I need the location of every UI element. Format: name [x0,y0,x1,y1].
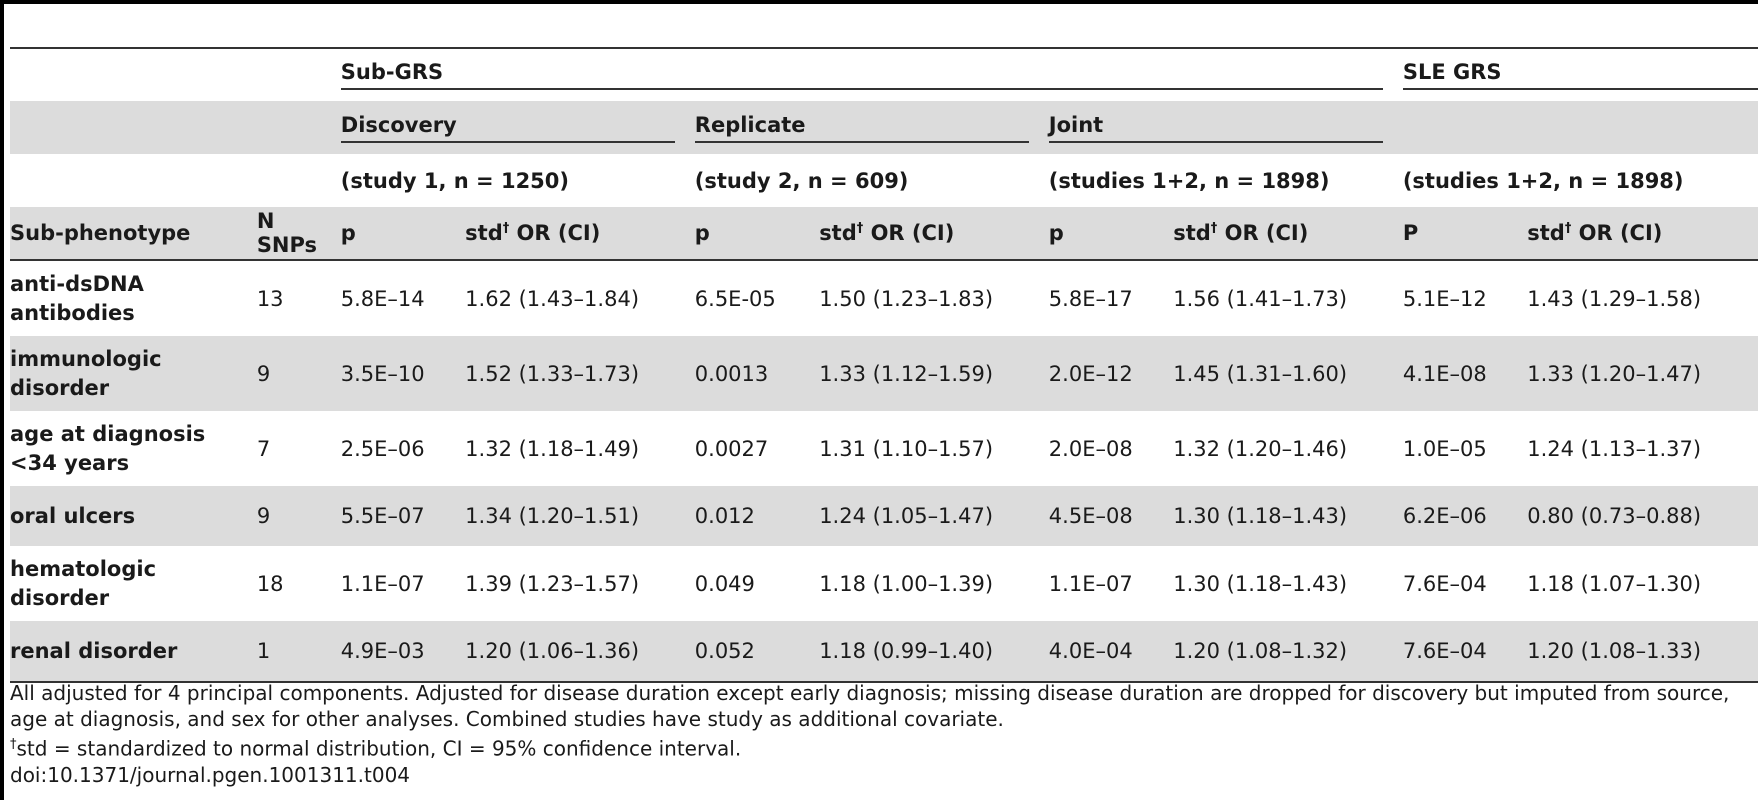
row-discovery-or: 1.52 (1.33–1.73) [465,361,640,386]
row-joint-or: 1.20 (1.08–1.32) [1173,621,1403,683]
table-row: immunologic disorder 9 3.5E–10 1.52 (1.3… [10,336,1758,411]
footnote-definitions: †std = standardized to normal distributi… [10,736,742,761]
table-row: age at diagnosis <34 years 7 2.5E–06 1.3… [10,411,1758,486]
row-sle-or: 1.43 (1.29–1.58) [1527,286,1702,311]
col-nsnps: N SNPs [256,207,341,261]
row-discovery-or: 1.34 (1.20–1.51) [465,504,640,528]
row-joint-or: 1.45 (1.31–1.60) [1173,361,1348,386]
row-joint-p: 2.0E–08 [1048,436,1133,461]
row-discovery-or: 1.62 (1.43–1.84) [465,286,640,311]
top-border [0,0,1758,4]
row-discovery-or: 1.32 (1.18–1.49) [465,436,640,461]
row-joint-p: 2.0E–12 [1048,361,1133,386]
row-nsnps: 9 [256,504,271,528]
header-row-columns: Sub-phenotype N SNPs p std† OR (CI) p st… [10,207,1758,261]
row-subphenotype: anti-dsDNA antibodies [10,271,144,325]
left-border [0,0,4,800]
row-replicate-or: 1.24 (1.05–1.47) [819,504,994,528]
row-subphenotype: hematologic disorder [10,556,157,610]
header-row-groups: Sub-GRS SLE GRS [10,48,1758,101]
row-nsnps: 9 [256,361,271,386]
doi-label: doi:10.1371/journal.pgen.1001311.t004 [10,762,411,787]
row-discovery-p: 5.5E–07 [340,504,425,528]
table-row: oral ulcers 9 5.5E–07 1.34 (1.20–1.51) 0… [10,486,1758,546]
col-replicate-p: p [694,207,820,261]
col-joint-p: p [1048,207,1174,261]
replicate-header: Replicate [694,113,1029,143]
row-replicate-p: 0.052 [694,621,820,683]
row-nsnps: 7 [256,436,271,461]
sub-grs-header: Sub-GRS [340,60,1383,90]
row-sle-or: 1.18 (1.07–1.30) [1527,571,1702,596]
row-sle-or: 1.20 (1.08–1.33) [1527,621,1758,683]
row-joint-p: 4.0E–04 [1048,621,1174,683]
table-row: anti-dsDNA antibodies 13 5.8E–14 1.62 (1… [10,260,1758,336]
header-row-cohorts: (study 1, n = 1250) (study 2, n = 609) (… [10,154,1758,207]
row-joint-or: 1.32 (1.20–1.46) [1173,436,1348,461]
discovery-header: Discovery [340,113,675,143]
col-discovery-p: p [340,207,466,261]
col-replicate-or: std† OR (CI) [819,207,1049,261]
row-subphenotype: renal disorder [10,621,257,683]
table-footnotes: All adjusted for 4 principal components.… [10,680,1758,788]
col-joint-or: std† OR (CI) [1173,207,1403,261]
row-subphenotype: age at diagnosis <34 years [10,421,206,475]
replicate-cohort: (study 2, n = 609) [694,168,909,193]
row-discovery-p: 1.1E–07 [340,571,425,596]
row-joint-p: 5.8E–17 [1048,286,1133,311]
joint-header: Joint [1048,113,1383,143]
row-discovery-p: 2.5E–06 [340,436,425,461]
row-subphenotype: immunologic disorder [10,346,162,400]
row-discovery-p: 3.5E–10 [340,361,425,386]
row-replicate-or: 1.18 (1.00–1.39) [819,571,994,596]
row-discovery-p: 4.9E–03 [340,621,466,683]
discovery-cohort: (study 1, n = 1250) [340,168,569,193]
row-replicate-or: 1.33 (1.12–1.59) [819,361,994,386]
row-replicate-p: 0.0013 [694,361,769,386]
row-replicate-or: 1.18 (0.99–1.40) [819,621,1049,683]
table-row: hematologic disorder 18 1.1E–07 1.39 (1.… [10,546,1758,621]
results-table: Sub-GRS SLE GRS Discovery Replicate Join… [10,47,1758,683]
col-subphenotype: Sub-phenotype [10,207,257,261]
row-sle-or: 1.24 (1.13–1.37) [1527,436,1702,461]
row-replicate-p: 0.0027 [694,436,769,461]
sle-grs-header: SLE GRS [1402,60,1758,90]
row-replicate-or: 1.50 (1.23–1.83) [819,286,994,311]
row-sle-p: 1.0E–05 [1402,436,1487,461]
row-discovery-or: 1.20 (1.06–1.36) [465,621,695,683]
row-joint-or: 1.30 (1.18–1.43) [1173,571,1348,596]
row-nsnps: 1 [256,621,341,683]
table-row: renal disorder 1 4.9E–03 1.20 (1.06–1.36… [10,621,1758,683]
row-joint-or: 1.30 (1.18–1.43) [1173,504,1348,528]
row-sle-p: 7.6E–04 [1402,571,1487,596]
row-sle-p: 6.2E–06 [1402,504,1487,528]
row-joint-p: 4.5E–08 [1048,504,1133,528]
footnote-adjustments: All adjusted for 4 principal components.… [10,681,1730,731]
header-row-studies: Discovery Replicate Joint [10,101,1758,154]
row-sle-p: 5.1E–12 [1402,286,1487,311]
row-replicate-p: 0.012 [694,504,755,528]
sle-cohort: (studies 1+2, n = 1898) [1402,168,1684,193]
row-discovery-or: 1.39 (1.23–1.57) [465,571,640,596]
row-sle-or: 1.33 (1.20–1.47) [1527,361,1702,386]
row-replicate-or: 1.31 (1.10–1.57) [819,436,994,461]
row-sle-or: 0.80 (0.73–0.88) [1527,504,1702,528]
row-nsnps: 13 [256,286,284,311]
col-sle-p: P [1402,207,1528,261]
row-nsnps: 18 [256,571,284,596]
joint-cohort: (studies 1+2, n = 1898) [1048,168,1330,193]
row-discovery-p: 5.8E–14 [340,286,425,311]
row-subphenotype: oral ulcers [10,503,136,528]
row-joint-p: 1.1E–07 [1048,571,1133,596]
row-sle-p: 4.1E–08 [1402,361,1487,386]
col-discovery-or: std† OR (CI) [465,207,695,261]
col-sle-or: std† OR (CI) [1527,207,1758,261]
row-sle-p: 7.6E–04 [1402,621,1528,683]
row-joint-or: 1.56 (1.41–1.73) [1173,286,1348,311]
row-replicate-p: 6.5E-05 [694,286,776,311]
row-replicate-p: 0.049 [694,571,755,596]
